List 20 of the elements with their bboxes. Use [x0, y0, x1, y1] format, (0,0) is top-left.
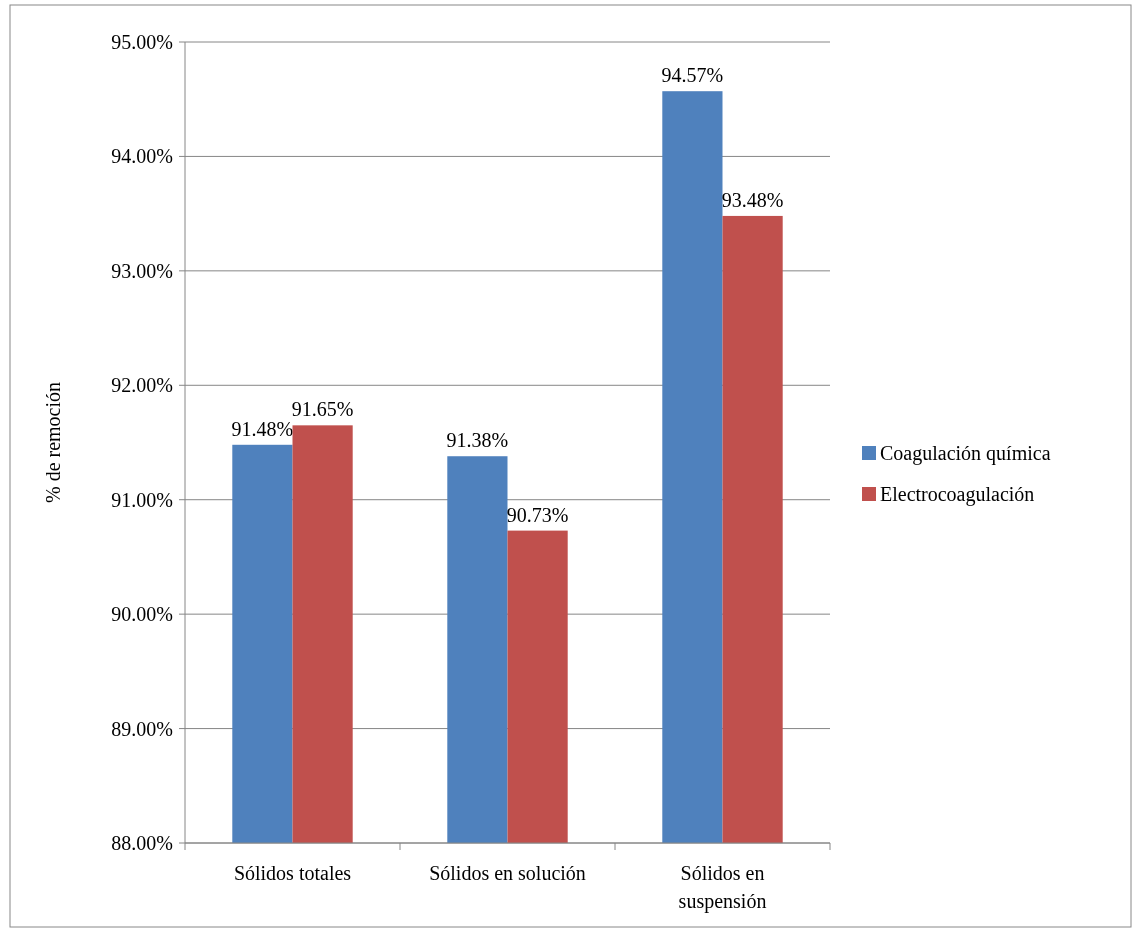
y-tick-label: 95.00% [111, 31, 173, 53]
x-tick-label: Sólidos en solución [429, 862, 586, 884]
legend-label: Coagulación química [880, 442, 1051, 465]
x-tick-label: Sólidos en suspensión [678, 862, 767, 913]
data-label: 91.38% [446, 429, 509, 452]
legend-label: Electrocoagulación [880, 483, 1035, 506]
data-label: 94.57% [661, 64, 724, 87]
y-tick-label: 88.00% [111, 832, 173, 854]
y-tick-label: 91.00% [111, 488, 173, 511]
y-axis-title: % de remoción [42, 381, 64, 504]
data-label: 93.48% [721, 188, 784, 211]
y-tick-label: 90.00% [111, 603, 173, 626]
y-tick-label: 89.00% [111, 717, 173, 740]
y-tick-label: 92.00% [111, 374, 173, 397]
y-tick-label: 93.00% [111, 259, 173, 282]
data-label: 91.48% [231, 417, 294, 440]
data-label: 90.73% [506, 503, 569, 526]
y-tick-label: 94.00% [111, 145, 173, 168]
data-label: 91.65% [291, 398, 354, 421]
x-tick-label: Sólidos totales [233, 862, 352, 884]
